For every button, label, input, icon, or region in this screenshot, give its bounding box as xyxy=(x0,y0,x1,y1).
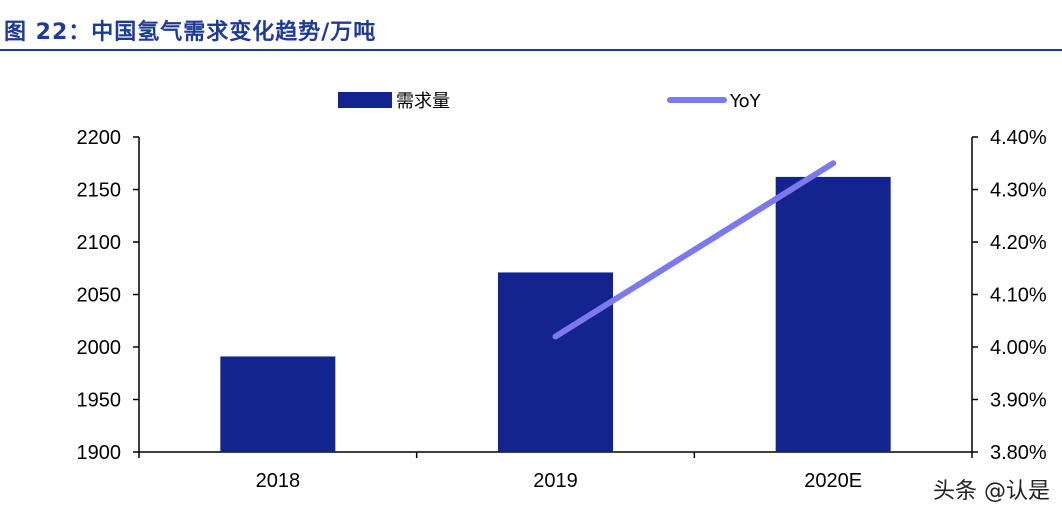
y-left-tick-label: 2200 xyxy=(77,127,122,149)
bar-2020E xyxy=(775,176,891,452)
line-yoy xyxy=(552,160,837,340)
y-left-tick-label: 2050 xyxy=(77,285,122,307)
legend-swatch-bar xyxy=(338,92,392,108)
y-right-tick-label: 3.80% xyxy=(990,442,1047,464)
y-right-tick-label: 4.10% xyxy=(990,285,1047,307)
x-tick-label: 2018 xyxy=(256,470,301,492)
legend-label-bar: 需求量 xyxy=(396,91,450,112)
legend: 需求量 YoY xyxy=(338,91,762,112)
line-series xyxy=(552,160,837,340)
y-right-tick-label: 3.90% xyxy=(990,390,1047,412)
x-tick-label: 2020E xyxy=(804,470,862,492)
bar-2018 xyxy=(220,356,336,452)
tick-labels: 1900 1950 2000 2050 2100 2150 2200 3.80% 3.90% 4.… xyxy=(77,127,1047,492)
y-left-tick-label: 2000 xyxy=(77,337,122,359)
y-left-tick-label: 1900 xyxy=(77,442,122,464)
y-left-tick-label: 2100 xyxy=(77,232,122,254)
y-right-tick-label: 4.40% xyxy=(990,127,1047,149)
watermark: 头条 @认是 xyxy=(933,479,1050,504)
title-divider xyxy=(0,49,1062,51)
legend-label-line: YoY xyxy=(729,91,762,112)
y-left-tick-label: 1950 xyxy=(77,390,122,412)
y-left-tick-label: 2150 xyxy=(77,180,122,202)
bars xyxy=(220,176,891,452)
y-right-tick-label: 4.20% xyxy=(990,232,1047,254)
bar-2019 xyxy=(498,272,613,452)
y-right-tick-label: 4.30% xyxy=(990,180,1047,202)
figure-title: 图 22：中国氢气需求变化趋势/万吨 xyxy=(4,20,377,45)
y-right-tick-label: 4.00% xyxy=(990,337,1047,359)
title-bar: 图 22：中国氢气需求变化趋势/万吨 xyxy=(0,0,1062,51)
x-tick-label: 2019 xyxy=(533,470,578,492)
